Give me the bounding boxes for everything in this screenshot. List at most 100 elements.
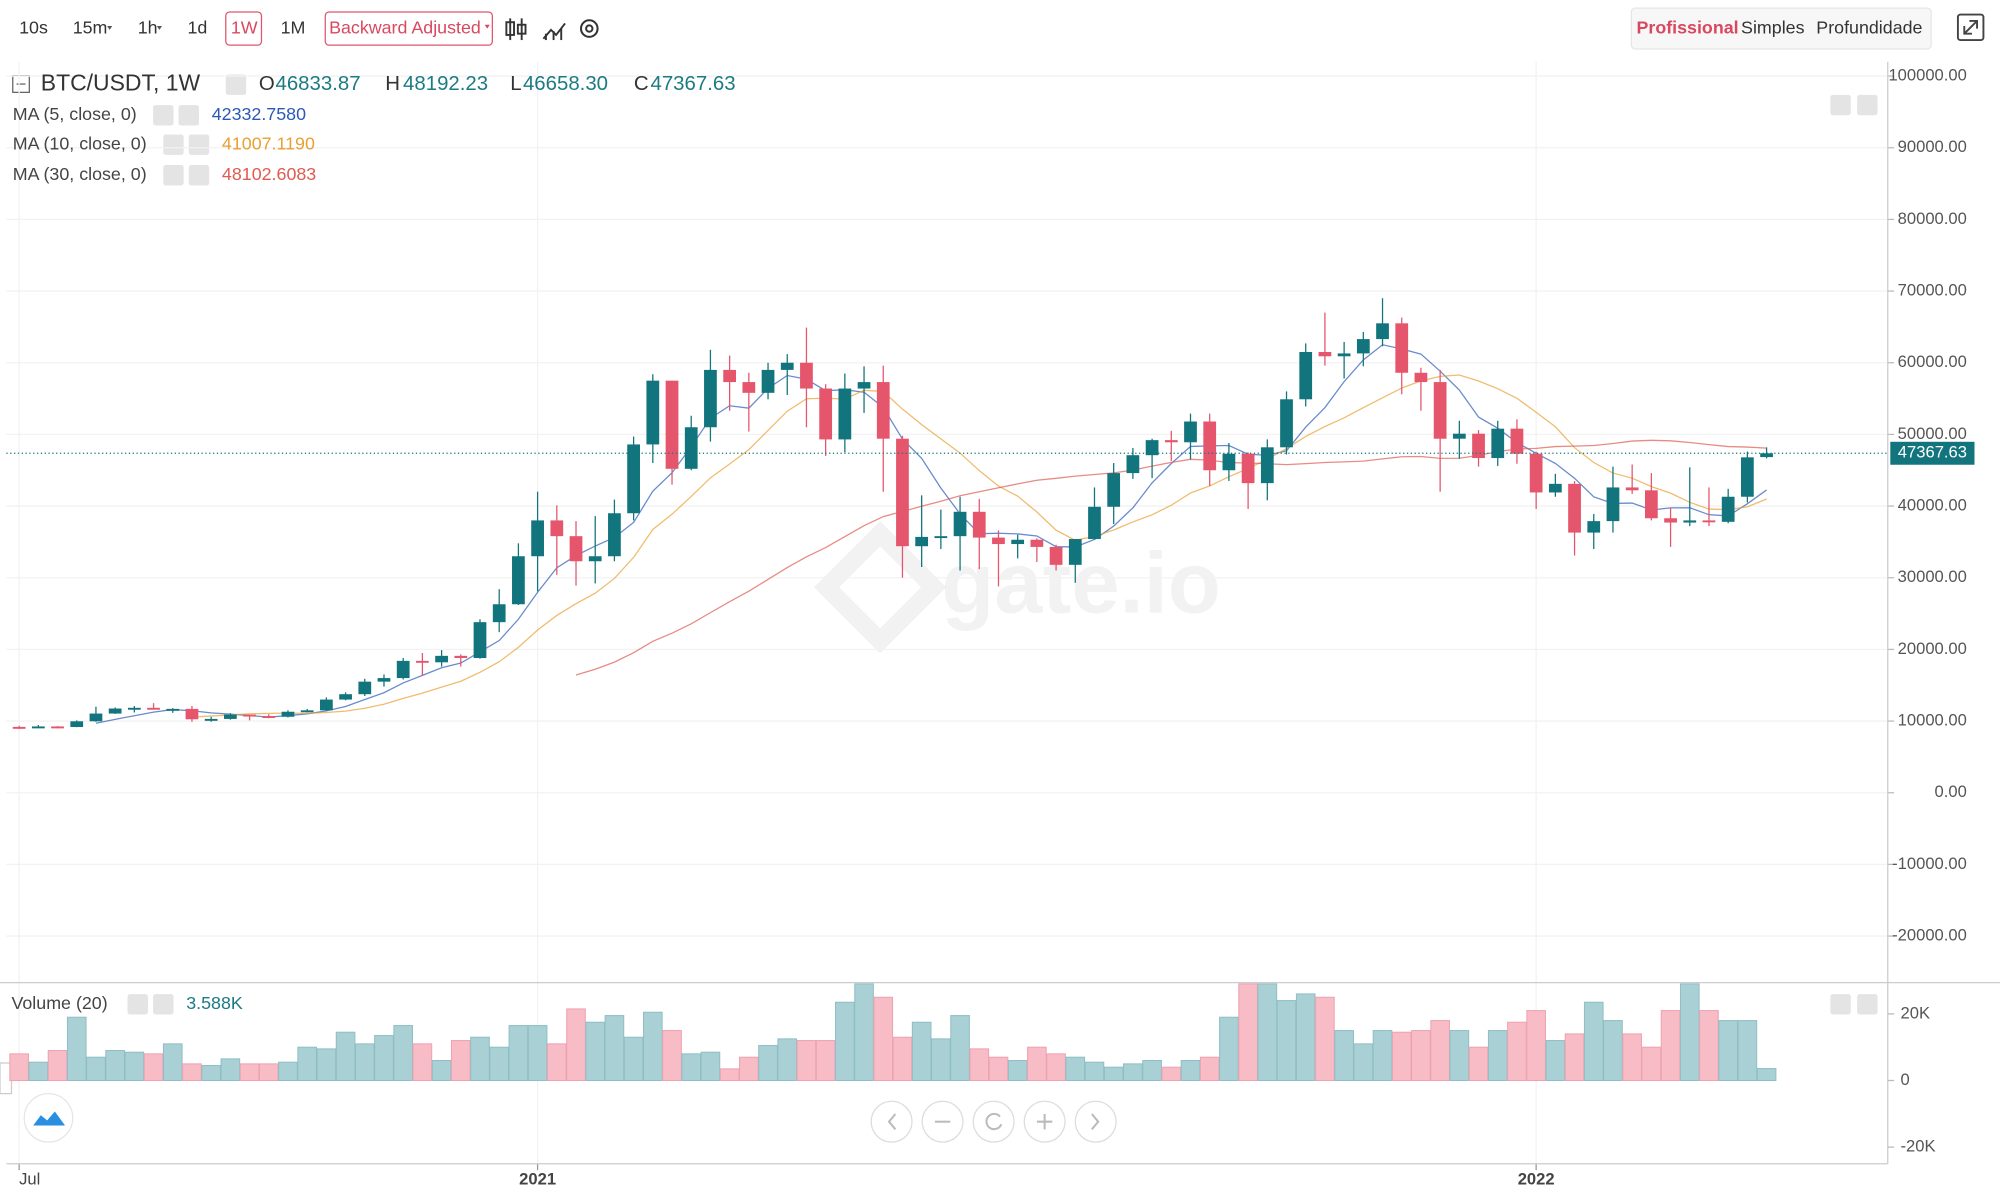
volume-bar [374, 1035, 394, 1082]
candle-body [780, 362, 794, 370]
volume-bar [412, 1043, 433, 1082]
candle-body [1299, 351, 1313, 400]
ma-line [95, 344, 1767, 724]
ohlc-value: 48192.23 [403, 73, 488, 95]
pane-buttons[interactable] [1830, 94, 1878, 1015]
candle-body [1587, 521, 1601, 533]
candle-body [31, 726, 45, 729]
volume-bar [86, 1056, 106, 1082]
candle-body [1203, 421, 1217, 471]
indicator-name: MA (30, close, 0) [13, 164, 147, 184]
volume-bar [124, 1051, 145, 1082]
candle-body [1184, 421, 1197, 443]
volume-bar [450, 1040, 471, 1082]
ohlc-value: 47367.63 [651, 73, 736, 95]
y-tick-label: 50000.00 [1898, 424, 1967, 443]
view-button[interactable]: Profissional [1636, 17, 1738, 37]
interval-button[interactable]: 1h [138, 17, 158, 37]
candle-body [416, 660, 429, 663]
chart-title: BTC/USDT, 1W [41, 70, 201, 96]
volume-bar [527, 1025, 548, 1082]
volume-tick-label: 20K [1901, 1003, 1931, 1022]
candle-body [1107, 473, 1121, 507]
candle-body [1625, 487, 1639, 491]
candle-body [1529, 453, 1543, 493]
interval-button[interactable]: 1W [231, 17, 258, 37]
fullscreen-icon[interactable] [1956, 13, 1985, 42]
volume-bar [758, 1045, 778, 1082]
candle-body [1721, 496, 1735, 522]
volume-bar [316, 1048, 337, 1082]
volume-bar [489, 1046, 510, 1082]
candle-body [1337, 353, 1351, 357]
indicator-icon[interactable] [542, 22, 566, 41]
volume-bar [1449, 1030, 1470, 1082]
volume-bar [1142, 1060, 1162, 1082]
candle-body [1760, 453, 1773, 458]
volume-bar [1487, 1030, 1508, 1082]
ohlc-key: C [634, 73, 649, 95]
volume-bar [1468, 1046, 1489, 1082]
candle-body [262, 716, 276, 718]
logo-button[interactable] [23, 1092, 74, 1143]
volume-bar [988, 1056, 1009, 1082]
volume-bar [777, 1038, 798, 1082]
volume-bar [1660, 1010, 1681, 1082]
candle-body [1280, 399, 1293, 448]
adjustment-button[interactable]: Backward Adjusted [329, 17, 481, 37]
volume-bar [258, 1063, 279, 1082]
volume-bar [1622, 1033, 1642, 1082]
candle-body [1702, 520, 1716, 523]
volume-bar [1564, 1033, 1585, 1082]
interval-button[interactable]: 1M [281, 17, 306, 37]
volume-bar [1199, 1056, 1220, 1082]
dropdown-caret [156, 26, 162, 30]
y-tick-label: 100000.00 [1888, 65, 1966, 84]
volume-bar [854, 983, 874, 1082]
indicator-name: MA (10, close, 0) [13, 133, 147, 153]
dropdown-caret [484, 24, 490, 29]
volume-bar [566, 1008, 586, 1082]
indicator-buttons[interactable] [127, 105, 210, 1015]
candle-body [1126, 455, 1140, 474]
adjustment-box[interactable] [324, 11, 493, 46]
volume-bar [508, 1025, 529, 1082]
volume-bar [1545, 1040, 1566, 1082]
indicator-value: 48102.6083 [222, 164, 316, 184]
volume-bar [354, 1043, 375, 1082]
settings-button[interactable] [225, 74, 247, 95]
view-button[interactable]: Simples [1741, 17, 1805, 37]
volume-bar [1756, 1068, 1777, 1082]
volume-bar [28, 1061, 49, 1082]
volume-bar [1084, 1061, 1105, 1082]
ohlc-value: 46833.87 [276, 73, 361, 95]
volume-bar [1046, 1053, 1066, 1082]
volume-bar [1123, 1063, 1143, 1082]
ohlc-key: L [510, 73, 521, 95]
settings-icon[interactable] [579, 19, 599, 38]
interval-button[interactable]: 1d [188, 17, 208, 37]
volume-bar [911, 1021, 932, 1082]
volume-bar [9, 1053, 29, 1082]
interval-button[interactable]: 10s [19, 17, 48, 37]
volume-bar [162, 1043, 183, 1082]
candle-body [281, 711, 295, 717]
navigation-buttons[interactable] [870, 1100, 1117, 1143]
interval-button[interactable]: 15m [73, 17, 108, 37]
candle-body [1472, 433, 1485, 459]
candle-body [473, 622, 487, 659]
candle-body [1068, 539, 1082, 565]
x-tick-label: 2021 [519, 1170, 556, 1189]
candle-body [684, 427, 698, 469]
volume-bar [1353, 1043, 1374, 1082]
view-button[interactable]: Profundidade [1816, 17, 1922, 37]
candle-body [223, 714, 237, 719]
candle-body [1510, 428, 1524, 454]
candle-body [454, 655, 468, 659]
volume-bar [719, 1068, 740, 1082]
volume-bar [604, 1015, 625, 1082]
indicator-value: 42332.7580 [212, 104, 306, 124]
chart-type-icon[interactable] [505, 18, 527, 41]
volume-bar [815, 1040, 836, 1082]
volume-bar [1737, 1020, 1758, 1082]
